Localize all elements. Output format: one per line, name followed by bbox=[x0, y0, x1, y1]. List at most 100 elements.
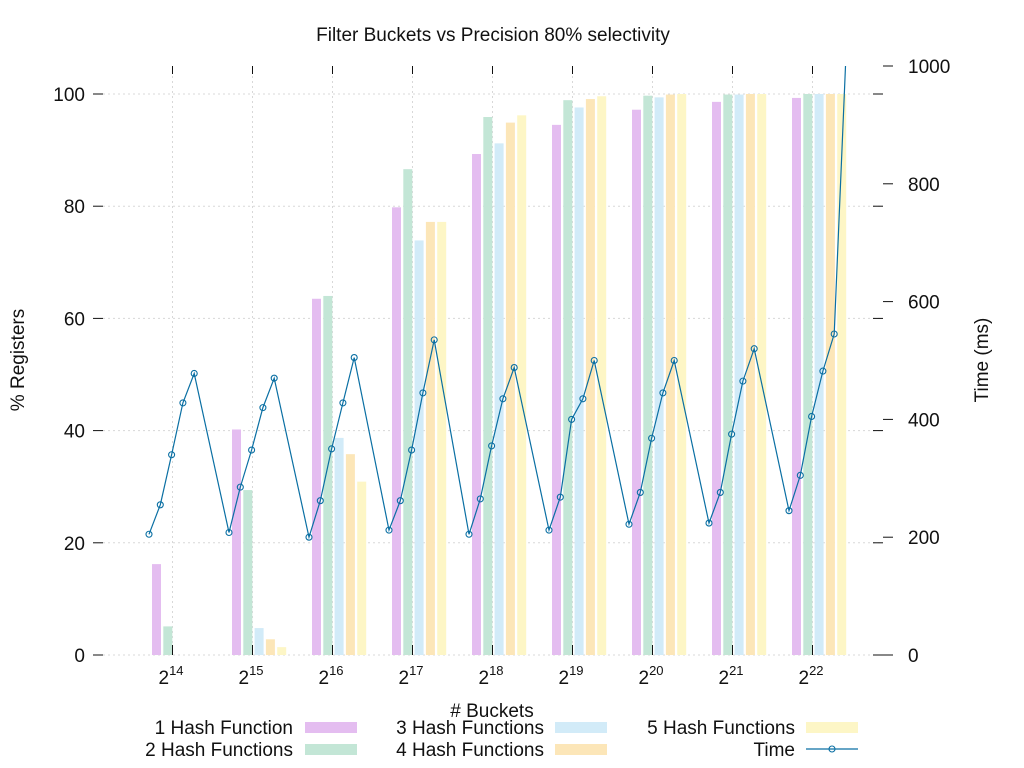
bar bbox=[494, 143, 504, 656]
time-point bbox=[590, 356, 598, 365]
time-point bbox=[408, 446, 416, 454]
time-point bbox=[830, 330, 838, 338]
bar bbox=[483, 117, 493, 656]
bar bbox=[505, 122, 515, 655]
x-tick-label: 216 bbox=[319, 663, 344, 689]
bar bbox=[312, 298, 321, 655]
time-point bbox=[705, 519, 713, 527]
bar bbox=[425, 221, 435, 655]
bar bbox=[345, 454, 355, 655]
bar bbox=[277, 647, 287, 655]
y-tick-label: 80 bbox=[64, 197, 85, 218]
bar bbox=[414, 240, 424, 655]
time-point bbox=[259, 404, 267, 412]
time-point bbox=[190, 369, 198, 378]
x-tick-label: 221 bbox=[719, 663, 744, 689]
legend-swatch bbox=[305, 722, 357, 733]
bar bbox=[254, 628, 264, 655]
time-point bbox=[488, 442, 496, 450]
x-tick-label: 218 bbox=[479, 663, 504, 689]
legend-label: Time bbox=[753, 740, 795, 761]
time-point bbox=[625, 520, 633, 528]
bar bbox=[163, 626, 173, 655]
x-tick-label: 217 bbox=[399, 663, 424, 689]
time-point bbox=[728, 430, 736, 438]
time-point bbox=[168, 451, 176, 459]
bar bbox=[232, 429, 241, 655]
y-tick-label: 0 bbox=[74, 646, 85, 667]
bar bbox=[803, 94, 813, 655]
chart-title: Filter Buckets vs Precision 80% selectiv… bbox=[316, 25, 670, 46]
bar bbox=[334, 437, 344, 655]
bar bbox=[563, 100, 573, 655]
bar bbox=[392, 207, 401, 655]
bar bbox=[734, 94, 744, 656]
time-line bbox=[148, 65, 847, 540]
bar bbox=[574, 107, 584, 656]
bar bbox=[677, 94, 687, 655]
time-point bbox=[396, 497, 404, 505]
x-tick-label: 220 bbox=[639, 663, 664, 689]
y-tick-label: 60 bbox=[64, 309, 85, 330]
bar bbox=[792, 97, 801, 655]
y2-tick-label: 200 bbox=[908, 528, 940, 549]
bar bbox=[403, 169, 413, 655]
y-tick-label: 100 bbox=[53, 85, 85, 106]
time-point bbox=[716, 488, 724, 496]
bar bbox=[357, 481, 367, 655]
legend-label: 5 Hash Functions bbox=[647, 718, 795, 739]
legend-swatch bbox=[305, 744, 357, 755]
time-series bbox=[145, 65, 847, 541]
legend-swatch bbox=[555, 722, 607, 733]
time-point bbox=[145, 530, 153, 538]
bar bbox=[723, 94, 733, 656]
bar bbox=[585, 99, 595, 655]
time-point bbox=[499, 395, 507, 403]
legend-swatch-marker bbox=[828, 745, 836, 753]
time-point bbox=[808, 412, 816, 421]
y2-tick-label: 1000 bbox=[908, 57, 950, 78]
time-point bbox=[785, 507, 793, 515]
bar bbox=[745, 94, 755, 655]
time-point bbox=[305, 533, 313, 541]
bar bbox=[472, 154, 481, 656]
legend-swatch bbox=[806, 722, 858, 733]
time-point bbox=[739, 377, 747, 385]
time-point bbox=[579, 395, 587, 403]
bar bbox=[837, 94, 847, 655]
time-point bbox=[236, 483, 244, 491]
x-tick-label: 219 bbox=[559, 663, 584, 689]
bar bbox=[665, 94, 675, 656]
time-point bbox=[545, 526, 553, 534]
bar bbox=[654, 97, 664, 656]
y2-tick-label: 400 bbox=[908, 410, 940, 431]
bar bbox=[814, 94, 824, 655]
time-point bbox=[225, 528, 233, 537]
bar bbox=[643, 95, 653, 656]
time-point bbox=[179, 399, 187, 407]
y-tick-label: 20 bbox=[64, 534, 85, 555]
time-point bbox=[510, 364, 518, 372]
y2-tick-label: 800 bbox=[908, 175, 940, 196]
legend-label: 3 Hash Functions bbox=[396, 718, 544, 739]
bar bbox=[437, 221, 447, 655]
bar bbox=[243, 490, 253, 655]
time-point bbox=[796, 471, 804, 479]
time-point bbox=[556, 493, 564, 501]
y2-tick-label: 600 bbox=[908, 293, 940, 314]
bars bbox=[152, 94, 847, 656]
time-point bbox=[648, 434, 656, 442]
y-axis-title: % Registers bbox=[8, 309, 29, 411]
time-point bbox=[328, 445, 336, 453]
time-point bbox=[430, 336, 438, 344]
bar bbox=[632, 109, 641, 655]
bar bbox=[712, 101, 721, 655]
time-point bbox=[670, 356, 678, 365]
bar bbox=[517, 115, 527, 656]
time-point bbox=[350, 354, 358, 362]
time-point bbox=[750, 345, 758, 353]
time-point bbox=[636, 488, 644, 496]
